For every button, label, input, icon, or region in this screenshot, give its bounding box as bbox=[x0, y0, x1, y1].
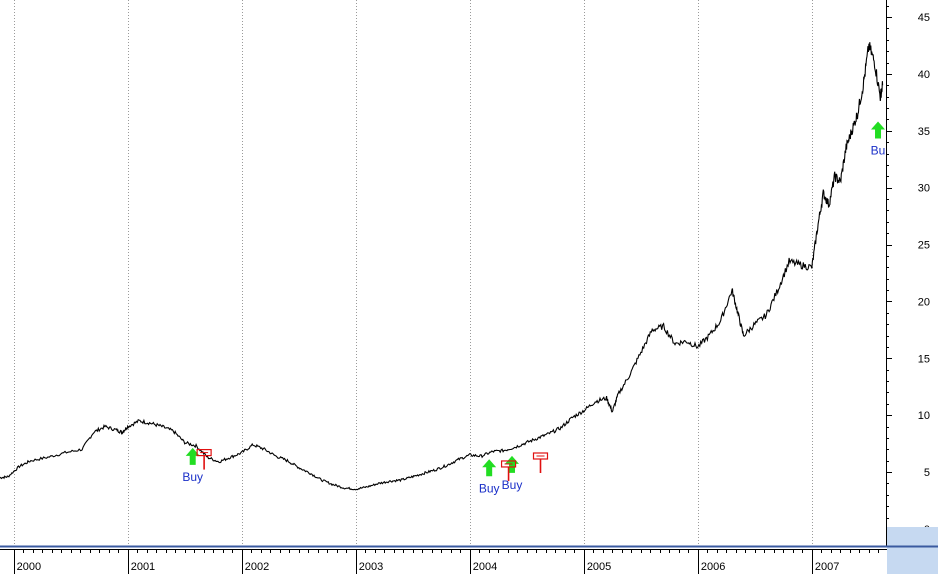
buy-arrow-icon bbox=[185, 447, 200, 465]
price-line bbox=[0, 42, 884, 491]
sell-signal bbox=[500, 460, 517, 481]
y-axis: 051015202530354045 bbox=[886, 0, 938, 574]
axis-corner-band bbox=[887, 527, 938, 574]
buy-label: Buy bbox=[502, 478, 523, 492]
year-gridlines bbox=[14, 0, 813, 546]
x-tick-label-2006: 2006 bbox=[701, 561, 725, 573]
buy-arrow-icon bbox=[482, 459, 497, 477]
x-axis: 2000 2001 2002 2003 2004 2005 2006 2007 bbox=[0, 545, 938, 574]
y-tick-label: 10 bbox=[918, 410, 930, 422]
buy-signal: Buy bbox=[479, 459, 500, 495]
buy-label: Buy bbox=[182, 470, 203, 484]
buy-signal: Buy bbox=[182, 447, 203, 484]
x-tick-label-2007: 2007 bbox=[815, 561, 839, 573]
x-tick-label-2000: 2000 bbox=[17, 561, 41, 573]
y-tick-label: 5 bbox=[924, 467, 930, 479]
x-tick-label-2003: 2003 bbox=[359, 561, 383, 573]
x-tick-label-2004: 2004 bbox=[473, 561, 497, 573]
y-tick-label: 15 bbox=[918, 353, 930, 365]
x-tick-label-2002: 2002 bbox=[245, 561, 269, 573]
buy-signal: Bu bbox=[871, 121, 886, 157]
y-tick-label: 20 bbox=[918, 296, 930, 308]
buy-label: Buy bbox=[479, 481, 500, 495]
price-series-layer bbox=[0, 42, 884, 491]
y-tick-label: 45 bbox=[918, 12, 930, 24]
y-tick-label: 40 bbox=[918, 69, 930, 81]
sell-signal bbox=[196, 448, 212, 470]
x-tick-label-2005: 2005 bbox=[587, 561, 611, 573]
x-tick-label-2001: 2001 bbox=[131, 561, 155, 573]
sell-signal bbox=[532, 452, 549, 473]
buy-label: Bu bbox=[871, 143, 886, 157]
y-tick-label: 30 bbox=[918, 183, 930, 195]
y-tick-label: 25 bbox=[918, 240, 930, 252]
y-tick-label: 35 bbox=[918, 126, 930, 138]
buy-arrow-icon bbox=[871, 121, 886, 139]
